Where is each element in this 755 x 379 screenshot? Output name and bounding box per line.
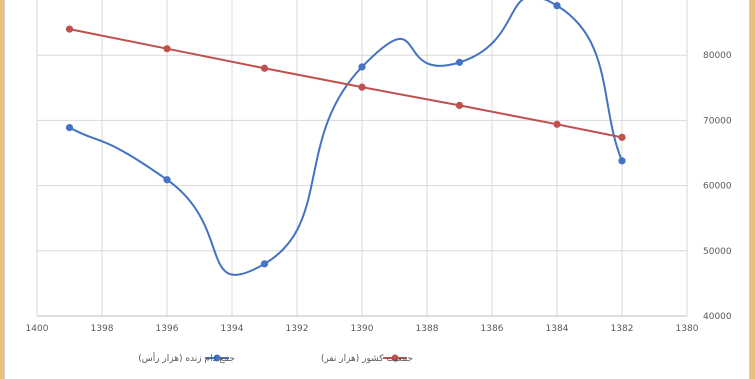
series-line-2: [69, 28, 623, 139]
series-2-point: [455, 101, 464, 110]
series-group: [65, 0, 626, 276]
legend-label: جمعیت کشور (هزار نفر): [321, 354, 413, 364]
legend: جمع دام زنده (هزار رأس) جمعیت کشور (هزار …: [138, 352, 413, 364]
x-tick-label: 1380: [676, 324, 699, 334]
series-1-point: [163, 176, 171, 184]
x-tick-label: 1396: [156, 324, 179, 334]
series-2-point: [260, 64, 269, 72]
x-tick-label: 1390: [351, 324, 374, 334]
x-tick-label: 1398: [91, 324, 114, 334]
x-tick-label: 1386: [481, 324, 504, 334]
y-tick-label: 80000: [703, 51, 732, 61]
x-tick-label: 1384: [546, 324, 569, 334]
legend-label: جمع دام زنده (هزار رأس): [138, 352, 235, 364]
series-2-point: [65, 25, 74, 33]
series-2-point: [358, 83, 366, 91]
y-tick-label: 50000: [703, 247, 732, 257]
series-line-1: [69, 0, 623, 276]
legend-swatch-marker: [391, 354, 399, 362]
x-tick-label: 1400: [26, 324, 49, 334]
chart-frame: 1400 1398 1396 1394 1392 1390 1388 1386 1384 1382…: [4, 0, 750, 379]
x-tick-label: 1394: [221, 324, 244, 334]
y-tick-label: 40000: [703, 312, 732, 322]
legend-swatch-marker: [213, 354, 221, 362]
series-1-point: [358, 63, 366, 71]
x-tick-label: 1388: [416, 324, 439, 334]
series-1-point: [65, 123, 74, 132]
line-chart: 1400 1398 1396 1394 1392 1390 1388 1386 1384 1382…: [26, 0, 732, 364]
series-1-point: [260, 260, 269, 268]
series-1-point: [553, 2, 561, 10]
series-2-point: [618, 133, 626, 141]
x-tick-label: 1392: [286, 324, 309, 334]
series-2-point: [163, 45, 171, 53]
axes: 1400 1398 1396 1394 1392 1390 1388 1386 1384 1382…: [26, 51, 732, 334]
x-tick-label: 1382: [611, 324, 634, 334]
series-1-point: [618, 157, 626, 165]
y-tick-label: 60000: [703, 182, 732, 192]
series-2-point: [553, 120, 561, 128]
y-tick-label: 70000: [703, 116, 732, 126]
series-1-point: [455, 58, 464, 66]
